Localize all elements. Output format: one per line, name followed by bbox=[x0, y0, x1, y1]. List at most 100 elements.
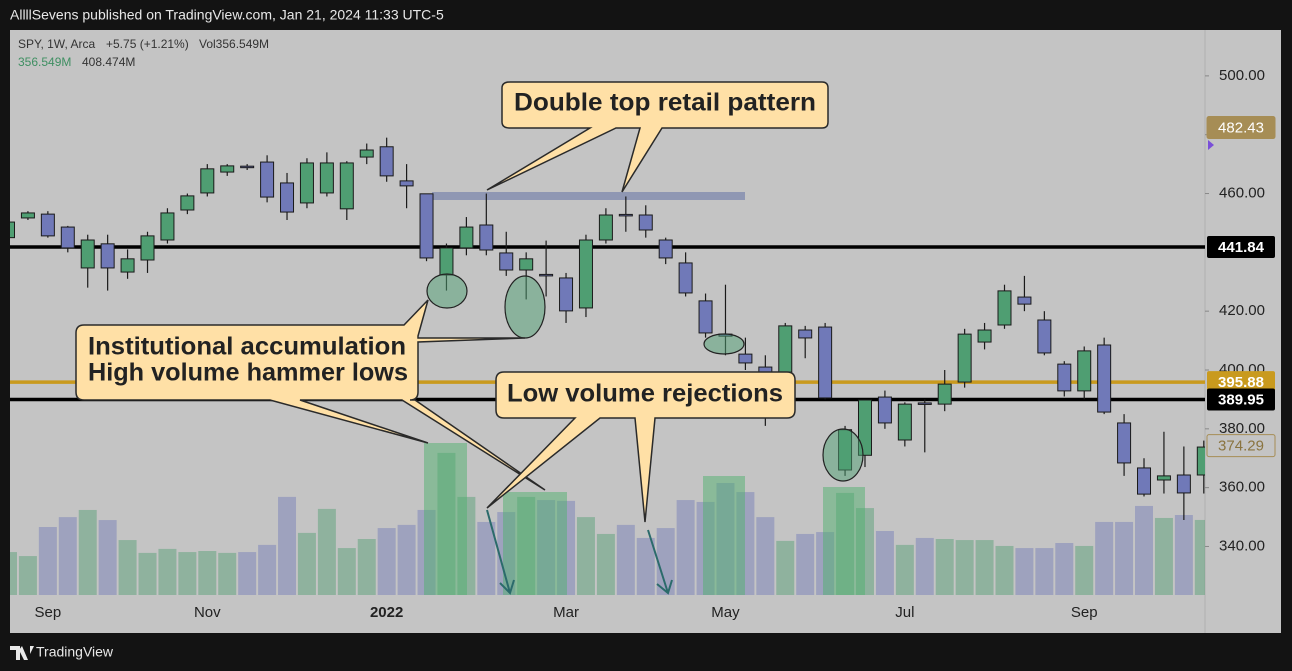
candle-body bbox=[280, 182, 295, 213]
level-label: 395.88 bbox=[1218, 374, 1264, 391]
volume-bar bbox=[297, 532, 316, 595]
volume-bar bbox=[776, 540, 795, 595]
candle-body bbox=[479, 224, 494, 251]
volume-bar bbox=[10, 552, 17, 595]
volume-bar bbox=[1135, 505, 1154, 595]
volume-layer bbox=[10, 452, 1205, 595]
hammer-ellipse bbox=[426, 273, 468, 309]
x-tick-label: Sep bbox=[35, 604, 62, 621]
volume-highlight bbox=[424, 443, 467, 595]
candle-body bbox=[60, 226, 75, 249]
volume-bar bbox=[1194, 519, 1205, 595]
legend-volume-value: 356.549M bbox=[18, 55, 71, 69]
candle-body bbox=[738, 353, 753, 364]
volume-bar bbox=[477, 521, 496, 595]
candle-body bbox=[20, 212, 35, 219]
volume-bar bbox=[1115, 521, 1134, 595]
candle-body bbox=[857, 399, 872, 456]
candle-body bbox=[1156, 475, 1171, 481]
candle-body bbox=[539, 273, 554, 277]
annotation-text: High volume hammer lows bbox=[88, 359, 408, 387]
candle-body bbox=[618, 213, 633, 217]
candle-body bbox=[559, 277, 574, 312]
candle-body bbox=[40, 213, 55, 237]
x-tick-label: Sep bbox=[1071, 604, 1098, 621]
volume-bar bbox=[78, 509, 97, 595]
annotation-text: Low volume rejections bbox=[507, 380, 783, 408]
candle-body bbox=[1117, 422, 1132, 464]
legend: SPY, 1W, Arca +5.75 (+1.21%) Vol356.549M… bbox=[18, 37, 269, 69]
legend-volume: Vol356.549M bbox=[199, 37, 269, 51]
candle-body bbox=[638, 214, 653, 231]
volume-bar bbox=[1055, 543, 1074, 595]
level-label-bg bbox=[1207, 388, 1275, 411]
axis-layer: Sep Nov 2022 Mar May Jul Sep 340.00 360.00 380.00… bbox=[35, 67, 1276, 621]
volume-bar bbox=[218, 552, 237, 595]
legend-symbol: SPY, 1W, Arca bbox=[18, 37, 95, 51]
candle-body bbox=[180, 195, 195, 211]
candle-body bbox=[698, 300, 713, 334]
y-tick-label: 360.00 bbox=[1219, 479, 1265, 496]
volume-bar bbox=[138, 552, 157, 595]
y-tick-label: 500.00 bbox=[1219, 67, 1265, 84]
volume-bar bbox=[118, 540, 137, 595]
candle-body bbox=[200, 168, 215, 194]
arrow bbox=[486, 509, 515, 595]
candle-body bbox=[260, 161, 275, 198]
volume-bar bbox=[178, 552, 197, 595]
volume-bar bbox=[915, 537, 934, 595]
volume-bar bbox=[1035, 548, 1054, 595]
price-label: 482.43 bbox=[1218, 120, 1264, 137]
candle-body bbox=[678, 262, 693, 294]
volume-bar bbox=[278, 496, 297, 595]
volume-bar bbox=[18, 556, 37, 595]
price-label-bg bbox=[1206, 434, 1276, 458]
volume-bar bbox=[1075, 545, 1094, 595]
candle-body bbox=[578, 239, 593, 309]
candle-body bbox=[100, 243, 115, 269]
candle-body bbox=[937, 383, 952, 405]
x-tick-label: Nov bbox=[194, 604, 221, 621]
candle-body bbox=[977, 329, 992, 343]
y-tick-label: 380.00 bbox=[1219, 420, 1265, 437]
callouts: Double top retail pattern Institutional … bbox=[75, 81, 829, 523]
candle-body bbox=[1057, 363, 1072, 392]
volume-bar bbox=[935, 539, 954, 595]
hammer-ellipse bbox=[504, 275, 546, 339]
level-label: 389.95 bbox=[1218, 392, 1264, 409]
x-tick-label: Mar bbox=[553, 604, 579, 621]
volume-bar bbox=[1015, 548, 1034, 595]
volume-bar bbox=[1154, 517, 1173, 595]
price-label: 374.29 bbox=[1218, 438, 1264, 455]
candle-body bbox=[1176, 474, 1191, 494]
volume-bar bbox=[357, 539, 376, 595]
volume-highlight bbox=[703, 476, 745, 595]
volume-highlight bbox=[503, 492, 567, 595]
volume-bar bbox=[676, 500, 695, 595]
y-tick-label: 460.00 bbox=[1219, 184, 1265, 201]
volume-bar bbox=[377, 528, 396, 595]
arrows bbox=[486, 509, 673, 595]
level-label-bg bbox=[1207, 371, 1275, 394]
legend-volume-ma: 408.474M bbox=[82, 55, 135, 69]
candle-body bbox=[1077, 350, 1092, 392]
brand: TradingView bbox=[36, 644, 114, 660]
volume-bar bbox=[975, 540, 994, 595]
candle-body bbox=[419, 193, 434, 259]
volume-bar bbox=[756, 517, 775, 595]
volume-bar bbox=[258, 544, 277, 595]
footer: TradingView bbox=[10, 644, 114, 660]
candle-body bbox=[598, 214, 613, 241]
highlights bbox=[424, 192, 865, 595]
publish-info: AllllSevens published on TradingView.com… bbox=[10, 7, 444, 23]
callout-box bbox=[75, 299, 546, 491]
candle-body bbox=[1137, 467, 1152, 495]
legend-change: +5.75 (+1.21%) bbox=[106, 37, 189, 51]
level-label-bg bbox=[1207, 235, 1275, 258]
candle-body bbox=[1017, 296, 1032, 305]
level-label: 441.84 bbox=[1218, 239, 1265, 256]
volume-bar bbox=[38, 527, 57, 595]
volume-bar bbox=[576, 517, 595, 595]
volume-bar bbox=[796, 533, 815, 595]
